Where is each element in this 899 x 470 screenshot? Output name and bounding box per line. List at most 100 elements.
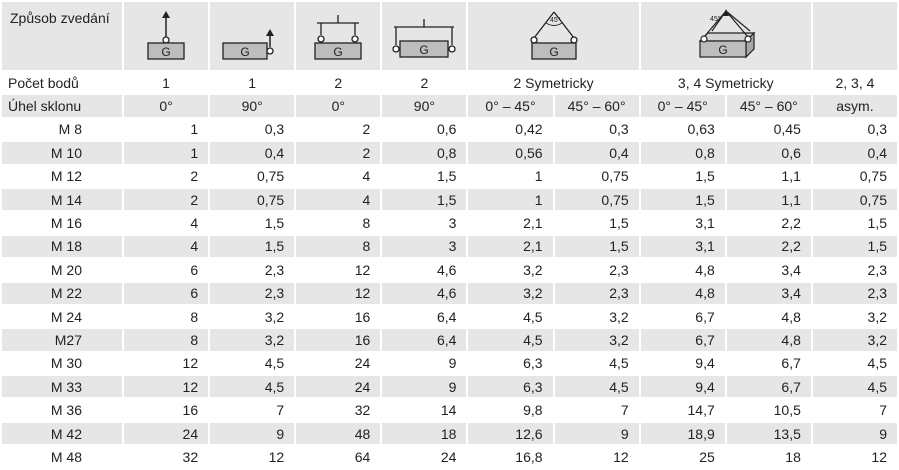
angle-cell: asym. (812, 95, 897, 117)
load-value-cell: 2,3 (812, 259, 897, 281)
load-value-cell: 0,75 (210, 188, 295, 211)
load-value-cell: 16 (296, 329, 381, 351)
load-value-cell: 4,8 (640, 259, 725, 281)
load-value-cell: 4 (124, 235, 209, 258)
load-value-cell: 24 (382, 446, 467, 468)
angle-cell: 90° (210, 95, 295, 117)
load-value-cell: 0,63 (640, 118, 725, 141)
thread-size-label: M 14 (2, 188, 122, 211)
table-row: M27 8 3,2 16 6,4 4,5 3,2 6,7 4,8 3,2 (2, 329, 897, 351)
single-vertical-lift-icon: G (124, 2, 209, 70)
load-value-cell: 3 (382, 212, 467, 234)
load-value-cell: 9 (382, 352, 467, 375)
load-value-cell: 8 (124, 305, 209, 328)
load-value-cell: 8 (296, 235, 381, 258)
load-value-cell: 6,3 (468, 376, 553, 398)
load-value-cell: 24 (124, 422, 209, 445)
svg-text:G: G (334, 45, 343, 59)
load-value-cell: 1 (468, 188, 553, 211)
load-value-cell: 1,5 (640, 188, 725, 211)
svg-text:G: G (240, 45, 249, 59)
load-letter: G (161, 45, 170, 59)
load-value-cell: 14 (382, 399, 467, 421)
load-value-cell: 3,2 (210, 305, 295, 328)
load-value-cell: 2,1 (468, 212, 553, 234)
load-value-cell: 2 (296, 118, 381, 141)
lifting-method-label: Způsob zvedání (2, 2, 122, 70)
table-row: M 48 32 12 64 24 16,8 12 25 18 12 (2, 446, 897, 468)
load-value-cell: 0,4 (554, 142, 639, 164)
angle-cell: 0° – 45° (640, 95, 725, 117)
load-value-cell: 18 (382, 422, 467, 445)
load-value-cell: 4,8 (726, 329, 811, 351)
thread-size-label: M 30 (2, 352, 122, 375)
load-value-cell: 12 (812, 446, 897, 468)
load-value-cell: 32 (124, 446, 209, 468)
table-row: M 16 4 1,5 8 3 2,1 1,5 3,1 2,2 1,5 (2, 212, 897, 234)
load-value-cell: 64 (296, 446, 381, 468)
load-value-cell: 4,5 (554, 352, 639, 375)
load-value-cell: 4,8 (726, 305, 811, 328)
load-value-cell: 9 (382, 376, 467, 398)
load-value-cell: 0,8 (382, 142, 467, 164)
load-value-cell: 1,5 (382, 165, 467, 187)
load-value-cell: 6 (124, 282, 209, 304)
load-value-cell: 3,4 (726, 282, 811, 304)
load-value-cell: 18,9 (640, 422, 725, 445)
load-value-cell: 7 (210, 399, 295, 421)
load-value-cell: 3,2 (468, 259, 553, 281)
angle-cell: 0° (124, 95, 209, 117)
load-value-cell: 4,5 (210, 352, 295, 375)
load-value-cell: 6,4 (382, 329, 467, 351)
load-value-cell: 12 (296, 282, 381, 304)
load-value-cell: 7 (554, 399, 639, 421)
load-value-cell: 4,5 (468, 329, 553, 351)
load-value-cell: 9,8 (468, 399, 553, 421)
load-value-cell: 0,4 (812, 142, 897, 164)
thread-size-rows: M 8 1 0,3 2 0,6 0,42 0,3 0,63 0,45 0,3 M 10 1 0,4 2 0,… (2, 118, 897, 468)
load-value-cell: 1 (468, 165, 553, 187)
load-value-cell: 7 (812, 399, 897, 421)
load-value-cell: 2,2 (726, 235, 811, 258)
points-cell: 3, 4 Symetricky (640, 72, 811, 94)
asymmetric-lift-icon-cell (812, 2, 897, 70)
load-value-cell: 2,3 (554, 282, 639, 304)
load-value-cell: 4,5 (210, 376, 295, 398)
angle-cell: 90° (382, 95, 467, 117)
load-value-cell: 13,5 (726, 422, 811, 445)
load-value-cell: 6,7 (726, 376, 811, 398)
load-value-cell: 4,6 (382, 259, 467, 281)
load-value-cell: 1,1 (726, 188, 811, 211)
load-value-cell: 2 (124, 188, 209, 211)
points-cell: 2 (382, 72, 467, 94)
points-cell: 1 (124, 72, 209, 94)
load-value-cell: 2,3 (554, 259, 639, 281)
load-value-cell: 9 (210, 422, 295, 445)
load-value-cell: 0,75 (210, 165, 295, 187)
thread-size-label: M 12 (2, 165, 122, 187)
load-value-cell: 0,6 (382, 118, 467, 141)
load-value-cell: 16,8 (468, 446, 553, 468)
load-value-cell: 0,6 (726, 142, 811, 164)
load-value-cell: 4,5 (812, 376, 897, 398)
load-value-cell: 6,7 (726, 352, 811, 375)
load-value-cell: 0,75 (554, 165, 639, 187)
load-value-cell: 2,3 (210, 282, 295, 304)
load-value-cell: 10,5 (726, 399, 811, 421)
load-value-cell: 2 (296, 142, 381, 164)
load-value-cell: 3,2 (554, 329, 639, 351)
load-value-cell: 3,1 (640, 212, 725, 234)
load-value-cell: 3,2 (812, 329, 897, 351)
load-value-cell: 9 (812, 422, 897, 445)
load-value-cell: 6,3 (468, 352, 553, 375)
thread-size-label: M 10 (2, 142, 122, 164)
svg-text:G: G (549, 45, 558, 59)
angle-row: Úhel sklonu 0° 90° 0° 90° 0° – 45° 45° –… (2, 95, 897, 117)
svg-text:45°: 45° (710, 15, 721, 23)
table-row: M 8 1 0,3 2 0,6 0,42 0,3 0,63 0,45 0,3 (2, 118, 897, 141)
load-value-cell: 1,5 (210, 235, 295, 258)
load-value-cell: 4,5 (468, 305, 553, 328)
table-row: M 22 6 2,3 12 4,6 3,2 2,3 4,8 3,4 2,3 (2, 282, 897, 304)
